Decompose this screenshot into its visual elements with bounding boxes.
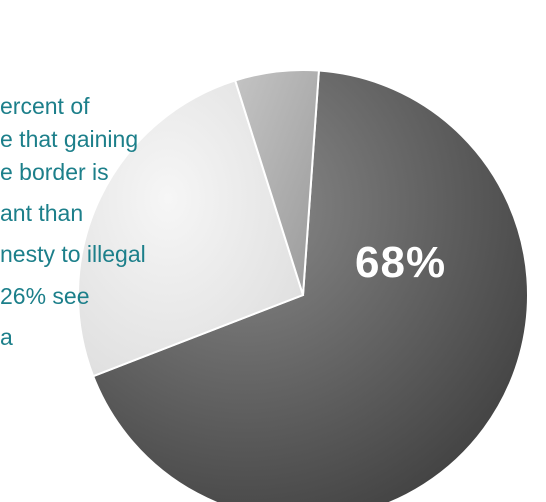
caption-line-4: ant than: [0, 200, 84, 226]
pie-slices: [77, 69, 529, 502]
caption-line-6: 26% see: [0, 283, 90, 309]
caption-line-3: e border is: [0, 159, 109, 185]
slice-label-main: 68%: [355, 238, 447, 287]
caption-line-7: a: [0, 324, 13, 350]
pie-slice-68: [91, 69, 529, 502]
pie-slice-6: [233, 69, 320, 296]
caption-line-2: e that gaining: [0, 126, 139, 152]
caption-line-5: nesty to illegal: [0, 241, 146, 267]
caption-line-1: ercent of: [0, 93, 90, 119]
pie-slice-26: [77, 79, 305, 378]
